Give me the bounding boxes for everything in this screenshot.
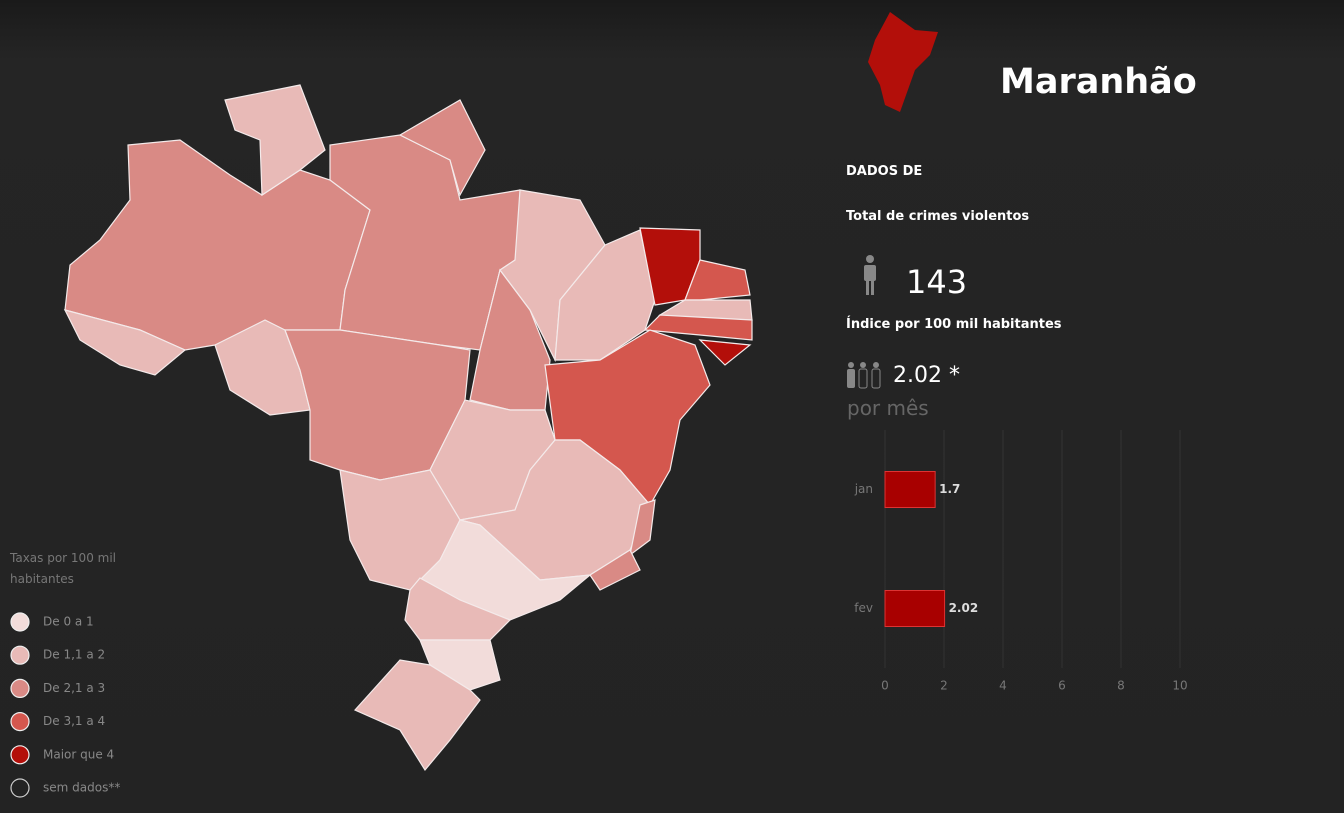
state-icon bbox=[868, 12, 938, 112]
data-label: 1.7 bbox=[939, 482, 960, 496]
state bbox=[643, 314, 753, 341]
legend-swatch bbox=[10, 645, 30, 665]
legend-label: De 2,1 a 3 bbox=[43, 681, 105, 695]
title: Maranhão bbox=[1000, 62, 1197, 102]
legend-label: De 3,1 a 4 bbox=[43, 714, 105, 728]
legend-swatch bbox=[10, 711, 30, 732]
data-label: 2.02 bbox=[949, 601, 979, 615]
state bbox=[684, 259, 751, 301]
x-tick-label: 0 bbox=[881, 679, 889, 693]
legend-label: De 0 a 1 bbox=[43, 615, 94, 629]
legend: De 0 a 1 De 1,1 a 2 De 2,1 a 3 De 3,1 a 4 Ma… bbox=[10, 612, 120, 798]
bar bbox=[884, 471, 936, 508]
bar-chart: 0 2 4 6 8 10 jan 1.7 fev 2.02 bbox=[854, 430, 1188, 693]
total-label: Total de crimes violentos bbox=[846, 209, 1030, 224]
state bbox=[404, 577, 512, 641]
x-tick-label: 8 bbox=[1117, 679, 1125, 693]
legend-swatch bbox=[10, 678, 30, 699]
x-tick-label: 10 bbox=[1172, 679, 1187, 693]
y-tick-label: jan bbox=[854, 482, 873, 496]
legend-label: Maior que 4 bbox=[43, 747, 114, 761]
x-tick-label: 4 bbox=[999, 679, 1007, 693]
index-label: Índice por 100 mil habitantes bbox=[846, 317, 1062, 332]
state bbox=[63, 309, 187, 376]
x-tick-label: 6 bbox=[1058, 679, 1066, 693]
state bbox=[589, 549, 641, 591]
period-label: por mês bbox=[847, 396, 929, 420]
section-label: DADOS DE bbox=[846, 164, 923, 179]
legend-swatch bbox=[10, 612, 30, 632]
state bbox=[419, 639, 501, 691]
legend-label: De 1,1 a 2 bbox=[43, 648, 105, 662]
state bbox=[354, 659, 481, 772]
state bbox=[64, 139, 371, 351]
x-tick-label: 2 bbox=[940, 679, 948, 693]
y-tick-label: fev bbox=[854, 601, 873, 615]
state bbox=[398, 99, 486, 197]
legend-swatch bbox=[10, 778, 30, 798]
brazil-map bbox=[63, 84, 753, 772]
index-value: 2.02 * bbox=[893, 363, 960, 388]
people-icon bbox=[847, 362, 881, 389]
legend-title: Taxas por 100 mil habitantes bbox=[10, 551, 117, 586]
total-value: 143 bbox=[906, 263, 968, 301]
legend-label: sem dados** bbox=[43, 781, 120, 795]
state bbox=[224, 84, 326, 197]
state bbox=[629, 499, 656, 557]
bar bbox=[884, 590, 946, 627]
state bbox=[698, 339, 752, 366]
person-icon bbox=[864, 255, 876, 295]
legend-swatch bbox=[10, 745, 30, 765]
